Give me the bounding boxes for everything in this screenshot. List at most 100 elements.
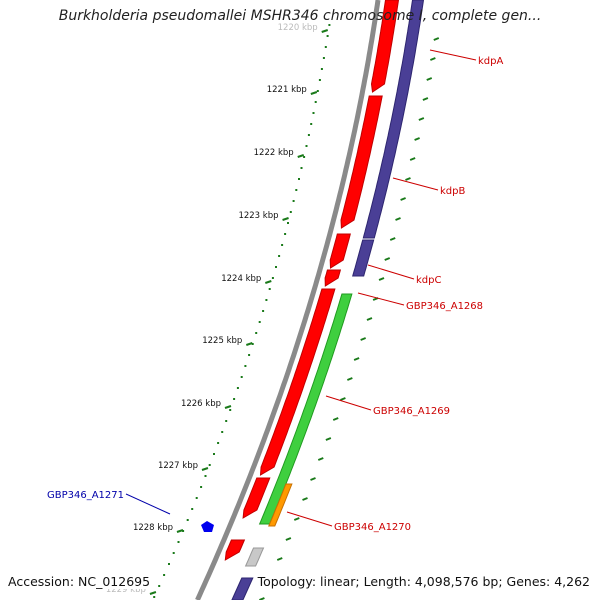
gene-gbp346-a1270-forward <box>242 477 271 519</box>
ruler-dot <box>172 552 175 554</box>
track-tick <box>310 477 316 481</box>
ruler-dot <box>271 277 274 279</box>
gene-gbp346-a1268-forward <box>259 288 336 476</box>
track-tick <box>418 117 425 121</box>
track-tick <box>433 37 440 41</box>
ruler-tick-label: 1222 kbp <box>254 148 294 158</box>
ruler-dot <box>229 409 232 411</box>
leader-gbp346-a1269 <box>325 395 372 411</box>
genome-summary: Topology: linear; Length: 4,098,576 bp; … <box>255 574 592 589</box>
ruler-dot <box>236 387 239 389</box>
ruler-dot <box>213 453 215 455</box>
ruler-dot <box>287 222 289 224</box>
track-tick <box>346 377 353 381</box>
ruler-tick-mark <box>310 91 318 95</box>
track-tick <box>302 497 308 501</box>
ruler-tick-mark <box>321 29 329 33</box>
track-tick <box>353 357 360 361</box>
leader-kdpB <box>392 177 439 191</box>
ruler-tick-mark <box>224 405 232 409</box>
ruler-dot <box>300 167 303 169</box>
ruler-dot <box>251 343 254 345</box>
gene-kdpa-forward <box>370 0 400 93</box>
leader-kdpA <box>429 49 477 61</box>
ruler-dot <box>244 365 247 367</box>
ruler-dot <box>200 486 203 488</box>
gene-small-forward <box>324 269 342 287</box>
track-tick <box>400 197 406 201</box>
ruler-tick-mark <box>297 154 305 158</box>
ruler-dot <box>322 57 325 59</box>
ruler-dot <box>204 475 207 477</box>
track-tick <box>422 97 429 101</box>
ruler-dot <box>217 442 220 444</box>
gene-kdpc-reverse <box>352 239 375 277</box>
ruler-dot <box>312 112 315 114</box>
backbone-line <box>195 0 381 600</box>
ruler-dot <box>268 288 271 290</box>
ruler-dot <box>289 211 292 213</box>
leader-gbp346-a1268 <box>357 292 405 306</box>
ruler-dot <box>233 398 236 400</box>
gene-kdpa-kdpb-reverse <box>362 0 425 239</box>
ruler-tick-mark <box>246 342 253 346</box>
ruler-tick-mark <box>282 217 289 221</box>
track-tick <box>384 257 391 261</box>
gene-gbp346-a1270-orange <box>268 483 293 527</box>
ruler-dot <box>163 574 166 576</box>
ruler-tick-mark <box>149 591 157 595</box>
leader-gbp346-a1270 <box>286 511 333 527</box>
ruler-dot <box>316 90 319 92</box>
ruler-dot <box>303 156 306 158</box>
track-tick <box>429 57 436 61</box>
label-kdpA: kdpA <box>478 56 503 67</box>
ruler-dot <box>168 563 170 565</box>
ruler-dot <box>275 266 277 268</box>
ruler-tick-label: 1229 kbp <box>106 585 146 595</box>
ruler-dot <box>305 145 308 147</box>
ruler-dot <box>310 123 313 125</box>
ruler-tick-label: 1223 kbp <box>238 211 278 221</box>
ruler-dot <box>265 299 268 301</box>
track-tick <box>366 317 373 321</box>
ruler-dot <box>295 189 298 191</box>
ruler-dot <box>153 596 156 598</box>
track-tick <box>340 397 346 401</box>
leader-gbp346-a1271 <box>125 493 171 515</box>
ruler-tick-label: 1220 kbp <box>278 23 318 33</box>
track-tick <box>325 437 332 441</box>
track-tick <box>389 237 396 241</box>
track-tick <box>360 337 367 341</box>
label-gbp346-a1268: GBP346_A1268 <box>406 301 483 312</box>
ruler-dot <box>262 310 265 312</box>
ruler-tick-mark <box>176 529 184 533</box>
ruler-tick-mark <box>264 280 272 284</box>
ruler-tick-label: 1226 kbp <box>181 399 221 409</box>
ruler-dot <box>258 321 261 323</box>
label-kdpB: kdpB <box>440 186 465 197</box>
ruler-dot <box>278 255 281 257</box>
ruler-dot <box>191 508 194 510</box>
track-tick <box>285 537 292 541</box>
track-tick <box>276 557 283 561</box>
accession-label: Accession: NC_012695 <box>6 574 153 589</box>
leader-kdpC <box>367 264 415 280</box>
gene-gbp346-a1269 <box>258 293 353 525</box>
ruler-dot <box>177 541 180 543</box>
track-tick <box>332 417 339 421</box>
ruler-tick-label: 1228 kbp <box>133 523 173 533</box>
ruler-tick-label: 1221 kbp <box>267 85 307 95</box>
track-tick <box>426 77 433 81</box>
ruler-dot <box>328 24 331 26</box>
ruler-dot <box>298 178 300 180</box>
gene-tracks <box>195 0 440 600</box>
track-tick <box>378 277 385 281</box>
ruler-dot <box>158 585 161 587</box>
gene-labels: kdpA kdpB kdpC GBP346_A1268 GBP346_A1269 GBP3… <box>47 49 503 533</box>
ruler-dot <box>281 244 284 246</box>
map-title: Burkholderia pseudomallei MSHR346 chromo… <box>58 8 542 24</box>
ruler-dot <box>314 101 317 103</box>
ruler-dot <box>225 420 228 422</box>
track-tick <box>414 137 420 141</box>
